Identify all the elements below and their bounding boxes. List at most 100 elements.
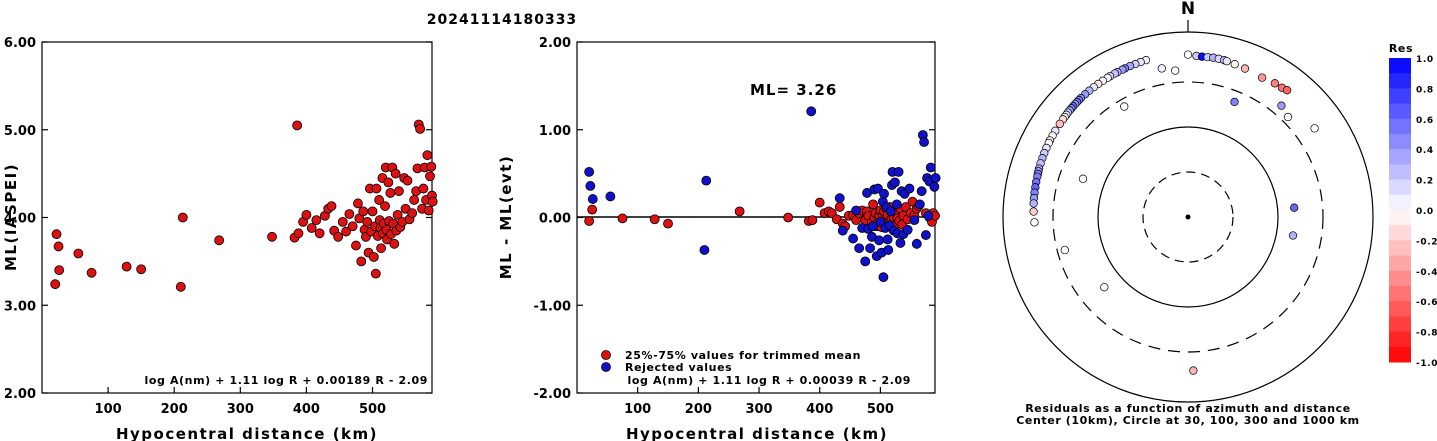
epicenter-marker <box>1185 214 1191 220</box>
rejected-point <box>806 106 817 117</box>
colorbar-tick-label: -1.0 <box>1416 359 1437 369</box>
rejected-point <box>851 205 862 216</box>
data-point <box>175 281 186 292</box>
data-point <box>314 228 325 239</box>
colorbar-cell <box>1389 118 1411 135</box>
rejected-point <box>904 183 915 194</box>
rejected-point <box>834 193 845 204</box>
accepted-point <box>617 213 628 224</box>
data-point <box>392 209 403 220</box>
rejected-point <box>837 225 848 236</box>
rejected-point <box>902 224 913 235</box>
accepted-point <box>587 204 598 215</box>
rejected-point <box>874 235 885 246</box>
accepted-point <box>663 218 673 229</box>
colorbar-cell <box>1389 73 1411 89</box>
data-point <box>425 171 435 182</box>
data-point <box>292 120 303 131</box>
station-point <box>1270 79 1279 88</box>
rejected-point <box>848 233 858 244</box>
colorbar-tick-label: -0.4 <box>1416 268 1437 278</box>
legend-marker-accepted <box>601 350 611 360</box>
colorbar-cell <box>1389 331 1411 348</box>
y-tick-label: 2.00 <box>4 387 36 402</box>
data-point <box>351 240 361 251</box>
rejected-point <box>584 166 595 177</box>
data-point <box>73 248 84 259</box>
y-tick-label: 0.00 <box>539 212 571 227</box>
data-point <box>326 201 337 211</box>
station-point <box>1157 64 1166 73</box>
colorbar-tick-label: 0.0 <box>1416 207 1434 217</box>
data-point <box>385 188 396 198</box>
x-tick-label: 200 <box>685 402 712 417</box>
accepted-point <box>783 212 794 223</box>
x-axis-label-1: Hypocentral distance (km) <box>116 425 378 441</box>
station-residual-points <box>1029 50 1319 375</box>
data-point <box>407 208 418 219</box>
data-point <box>426 161 437 172</box>
polar-caption-line2: Center (10km), Circle at 30, 100, 300 an… <box>1016 414 1360 427</box>
accepted-point <box>649 214 660 225</box>
station-point <box>1183 50 1193 59</box>
data-point <box>177 212 188 223</box>
data-point <box>418 183 429 194</box>
colorbar-cell <box>1389 179 1411 196</box>
data-point <box>121 261 132 272</box>
data-point <box>370 268 381 279</box>
chart-title: 20241114180333 <box>427 12 577 28</box>
station-point <box>1029 207 1038 216</box>
rejected-point <box>699 245 710 255</box>
station-point <box>1120 102 1129 111</box>
station-point <box>1030 218 1039 227</box>
data-point <box>376 243 387 254</box>
colorbar-tick-label: -0.6 <box>1416 298 1437 308</box>
accepted-point <box>814 197 825 208</box>
data-point <box>86 267 97 278</box>
colorbar-title: Res <box>1389 42 1413 55</box>
colorbar-cells <box>1389 58 1411 363</box>
data-point <box>367 206 378 217</box>
data-point <box>311 215 322 226</box>
data-point <box>344 209 355 219</box>
data-point <box>383 177 394 188</box>
y-tick-label: -2.00 <box>534 387 571 402</box>
rejected-point <box>879 188 889 199</box>
colorbar-tick-label: -0.2 <box>1416 237 1437 247</box>
colorbar-cell <box>1389 286 1411 302</box>
x-axis-label-2: Hypocentral distance (km) <box>626 425 888 441</box>
rejected-point <box>925 162 936 173</box>
rejected-point <box>701 175 712 186</box>
x-tick-label: 400 <box>806 402 833 417</box>
colorbar-tick-label: 0.2 <box>1416 177 1434 187</box>
colorbar-tick-label: -0.8 <box>1416 329 1437 339</box>
data-point <box>394 186 404 197</box>
data-point <box>415 123 426 134</box>
rejected-point <box>882 234 893 245</box>
data-point <box>293 228 304 239</box>
colorbar-cell <box>1389 164 1411 181</box>
data-point <box>409 195 420 205</box>
colorbar-cell <box>1389 301 1411 317</box>
data-point <box>301 209 312 220</box>
legend-label-rejected: Rejected values <box>625 361 732 374</box>
data-point <box>50 279 61 290</box>
data-point <box>427 196 438 207</box>
rejected-point <box>878 272 889 283</box>
ml-annotation: ML= 3.26 <box>750 81 837 99</box>
accepted-point <box>834 202 845 212</box>
accepted-point <box>734 206 745 217</box>
rejected-point <box>909 215 920 226</box>
legend-label-accepted: 25%-75% values for trimmed mean <box>625 349 861 362</box>
y-tick-label: 4.00 <box>4 212 36 227</box>
data-point <box>214 235 225 246</box>
rejected-point <box>860 256 871 267</box>
rejected-point <box>585 181 596 191</box>
colorbar-cell <box>1389 210 1411 226</box>
plot-frame-1 <box>41 41 433 394</box>
x-tick-label: 300 <box>227 402 254 417</box>
colorbar-cell <box>1389 149 1411 165</box>
colorbar-cell <box>1389 316 1411 333</box>
rejected-point <box>865 243 875 254</box>
data-point <box>306 223 317 233</box>
